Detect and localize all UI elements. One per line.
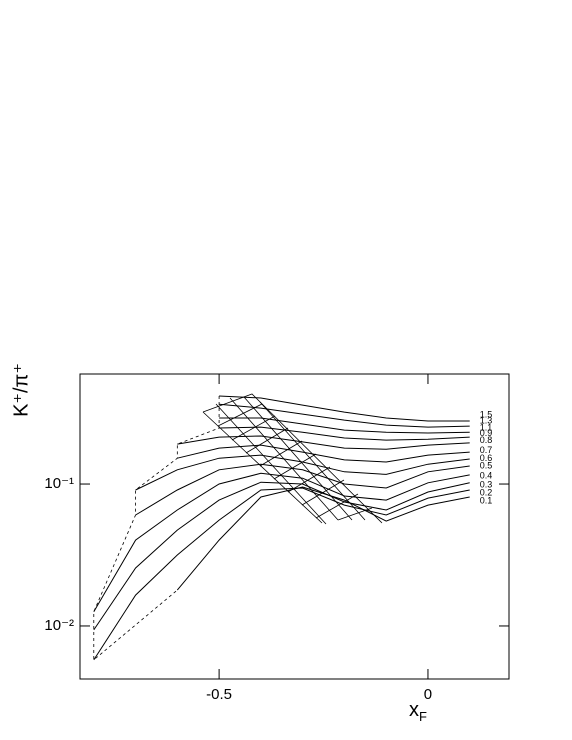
series-line	[177, 435, 470, 450]
series-line	[93, 481, 470, 631]
series-label: 0.2	[480, 487, 493, 497]
series-line	[177, 444, 470, 463]
series-line	[93, 472, 470, 612]
series-line	[176, 486, 470, 591]
envelope	[93, 396, 220, 661]
series-line	[219, 403, 470, 428]
series-label: 0.7	[480, 445, 493, 455]
series-line	[135, 454, 470, 491]
x-tick-label: -0.5	[206, 686, 232, 703]
series-line	[135, 463, 470, 516]
series-line	[219, 417, 470, 434]
series-label: 0.8	[480, 435, 493, 445]
y-tick-label: 10⁻²	[44, 617, 74, 634]
series-label: 0.6	[480, 453, 493, 463]
series-label: 0.9	[480, 428, 493, 438]
x-label-subscript: F	[419, 709, 427, 724]
y-axis-label: K⁺/π⁺	[10, 363, 32, 417]
series-label: 0.3	[480, 479, 493, 489]
series-line	[93, 487, 470, 661]
x-label-main: x	[409, 699, 419, 721]
series-label: 0.5	[480, 461, 493, 471]
series-line	[219, 426, 470, 441]
series-label: 0.4	[480, 470, 493, 480]
series-line	[219, 395, 470, 422]
y-tick-label: 10⁻¹	[44, 475, 74, 492]
series-label: 1.5	[480, 409, 493, 419]
series-label: 1.3	[480, 415, 493, 425]
plot-frame	[79, 373, 510, 680]
series-label: 1.1	[480, 422, 493, 432]
x-axis-label: xF	[409, 699, 427, 724]
x-tick-label: 0	[424, 686, 432, 703]
series-label: 0.1	[480, 495, 493, 505]
